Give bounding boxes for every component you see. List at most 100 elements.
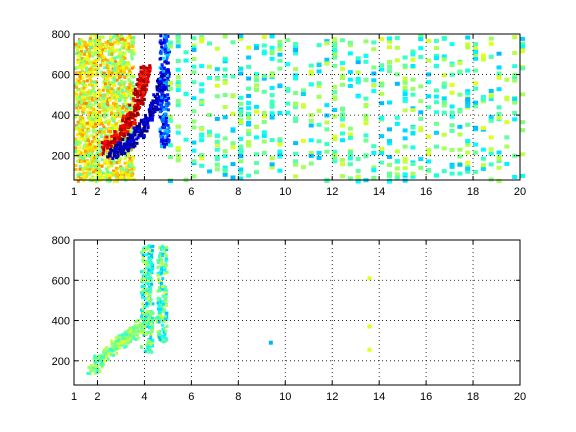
heatmap-cell (144, 281, 148, 285)
heatmap-cell (77, 143, 81, 147)
heatmap-cell (418, 157, 424, 162)
heatmap-cell (496, 105, 502, 110)
heatmap-cell (123, 156, 127, 160)
heatmap-cell (106, 75, 110, 79)
heatmap-cell (246, 129, 252, 134)
heatmap-cell (117, 346, 121, 350)
heatmap-cell (127, 108, 131, 112)
heatmap-cell (127, 114, 131, 118)
heatmap-cell (90, 70, 94, 74)
heatmap-cell (488, 91, 494, 96)
heatmap-cell (102, 153, 106, 157)
heatmap-cell (121, 102, 125, 106)
heatmap-cell (238, 34, 244, 39)
heatmap-cell (119, 124, 123, 128)
heatmap-cell (167, 40, 173, 45)
x-tick-label: 18 (467, 186, 479, 198)
heatmap-cell (426, 72, 432, 77)
heatmap-cell (96, 114, 100, 118)
heatmap-cell (89, 79, 93, 83)
heatmap-cell (261, 35, 267, 40)
heatmap-cell (165, 129, 169, 133)
heatmap-cell (100, 42, 104, 46)
heatmap-cell (433, 94, 439, 99)
heatmap-cell (332, 156, 338, 161)
heatmap-cell (102, 80, 106, 84)
heatmap-cell (130, 142, 134, 146)
heatmap-cell (167, 118, 173, 123)
heatmap-cell (465, 68, 471, 73)
heatmap-cell (82, 151, 86, 155)
heatmap-cell (161, 294, 165, 298)
heatmap-cell (465, 103, 471, 108)
heatmap-cell (80, 90, 84, 94)
heatmap-cell (120, 45, 124, 49)
heatmap-cell (125, 152, 129, 156)
heatmap-cell (108, 49, 112, 53)
heatmap-cell (113, 66, 117, 70)
heatmap-cell (293, 51, 299, 56)
heatmap-cell (410, 92, 416, 97)
heatmap-cell (75, 139, 79, 143)
heatmap-cell (85, 174, 89, 178)
heatmap-cell (293, 76, 299, 81)
heatmap-cell (149, 253, 153, 257)
heatmap-cell (79, 106, 83, 110)
heatmap-cell (79, 92, 83, 96)
heatmap-cell (91, 86, 95, 90)
heatmap-cell (150, 112, 154, 116)
heatmap-cell (77, 153, 81, 157)
heatmap-cell (162, 308, 166, 312)
heatmap-cell (119, 127, 123, 131)
heatmap-cell (480, 147, 486, 152)
heatmap-cell (441, 96, 447, 101)
heatmap-cell (79, 101, 83, 105)
heatmap-cell (98, 369, 102, 373)
heatmap-cell (89, 368, 93, 372)
heatmap-cell (126, 61, 130, 65)
heatmap-cell (163, 315, 167, 319)
heatmap-cell (130, 57, 134, 61)
heatmap-cell (129, 97, 133, 101)
heatmap-cell (100, 164, 104, 168)
heatmap-cell (90, 147, 94, 151)
heatmap-cell (121, 44, 125, 48)
heatmap-cell (81, 63, 85, 67)
heatmap-cell (418, 54, 424, 59)
heatmap-cell (142, 91, 146, 95)
heatmap-cell (488, 36, 494, 41)
heatmap-cell (139, 119, 143, 123)
heatmap-cell (253, 135, 259, 140)
heatmap-cell (158, 57, 162, 61)
heatmap-cell (82, 179, 86, 183)
heatmap-cell (316, 84, 322, 89)
heatmap-cell (95, 116, 99, 120)
heatmap-cell (238, 149, 244, 154)
top-heatmap-cells (74, 34, 525, 184)
heatmap-cell (102, 62, 106, 66)
y-tick-label: 600 (52, 275, 70, 287)
heatmap-cell (78, 129, 82, 133)
heatmap-cell (269, 104, 275, 109)
heatmap-cell (85, 171, 89, 175)
heatmap-cell (167, 74, 171, 78)
heatmap-cell (101, 58, 105, 62)
heatmap-cell (379, 150, 385, 155)
heatmap-cell (253, 152, 259, 157)
heatmap-cell (141, 307, 145, 311)
heatmap-cell (480, 163, 486, 168)
heatmap-cell (131, 328, 135, 332)
heatmap-cell (355, 179, 361, 184)
heatmap-cell (94, 129, 98, 133)
heatmap-cell (308, 71, 314, 76)
heatmap-cell (120, 63, 124, 67)
heatmap-cell (158, 264, 162, 268)
heatmap-cell (347, 77, 353, 82)
heatmap-cell (137, 324, 141, 328)
heatmap-cell (441, 36, 447, 41)
heatmap-cell (142, 134, 146, 138)
heatmap-cell (394, 45, 400, 50)
heatmap-cell (149, 282, 153, 286)
heatmap-cell (449, 128, 455, 133)
heatmap-cell (496, 65, 502, 70)
